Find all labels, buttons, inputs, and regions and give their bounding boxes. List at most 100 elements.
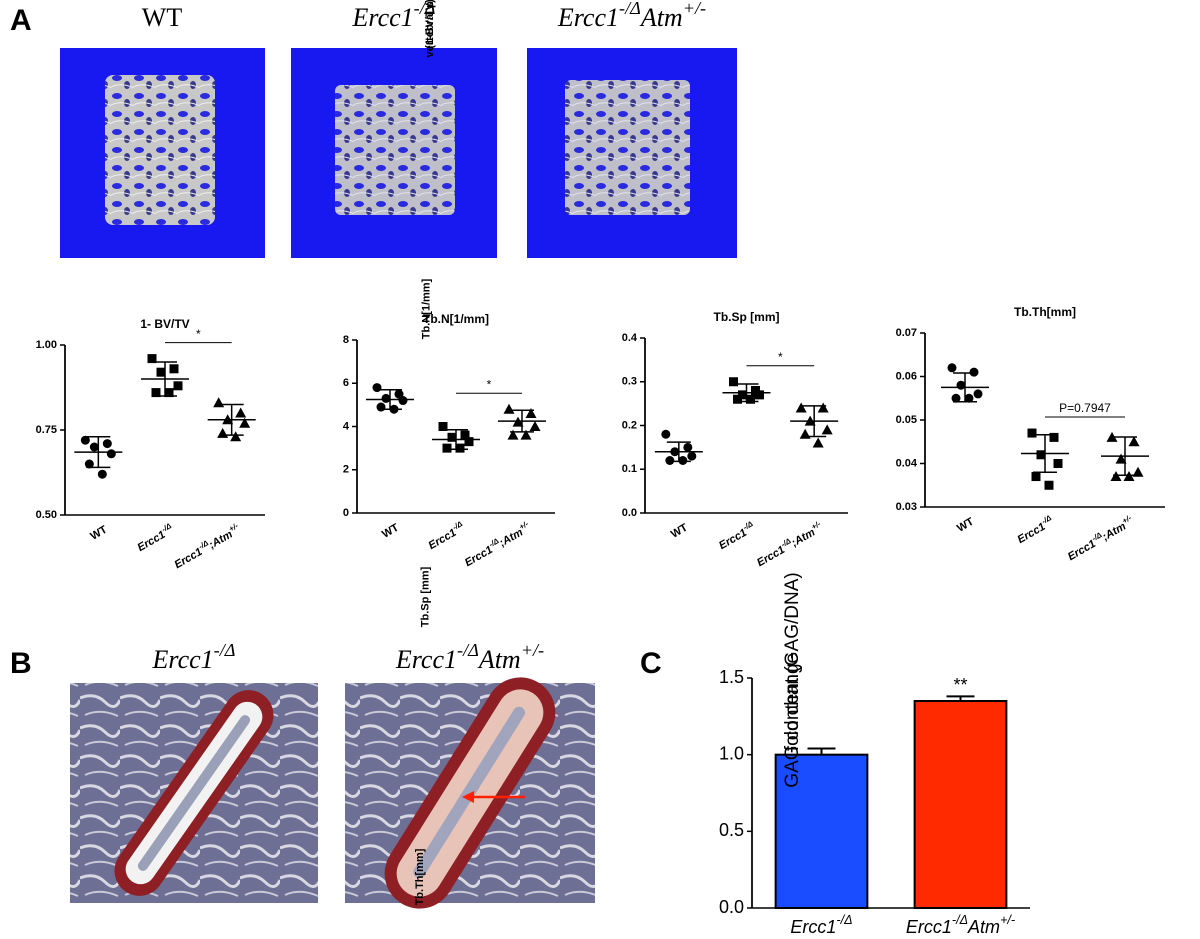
data-point <box>169 364 179 374</box>
data-point <box>503 403 515 414</box>
error-bar <box>953 372 977 403</box>
data-point <box>1031 472 1041 482</box>
y-tick-label: 0.5 <box>719 820 744 840</box>
data-point <box>738 390 747 400</box>
data-point <box>817 402 829 413</box>
data-point <box>235 407 247 418</box>
data-point <box>729 377 738 387</box>
y-tick-label: 0.07 <box>896 327 917 339</box>
error-bar <box>510 409 534 433</box>
data-point <box>525 408 537 419</box>
data-point <box>230 431 242 442</box>
data-point <box>372 383 382 393</box>
y-tick-label: 0.03 <box>896 501 917 513</box>
x-tick-label: Ercc1-/Δ <box>425 519 467 552</box>
x-tick-label: Ercc1-/Δ <box>1014 513 1056 546</box>
x-tick-label: Ercc1-/Δ;Atm+/- <box>753 519 825 570</box>
data-point <box>812 437 824 448</box>
y-tick-label: 0.0 <box>622 507 637 519</box>
bar <box>913 700 1008 909</box>
error-bar <box>219 403 244 436</box>
data-point <box>239 417 251 428</box>
data-point <box>755 390 764 400</box>
data-point <box>1053 459 1063 468</box>
panel-label: C <box>640 647 662 680</box>
error-bar <box>444 428 468 450</box>
data-point <box>455 443 465 453</box>
data-point <box>84 459 94 469</box>
data-point <box>661 429 671 439</box>
y-tick-label: 2 <box>343 464 349 476</box>
chart-title: Tb.Sp [mm] <box>714 310 780 324</box>
data-point <box>799 428 811 439</box>
y-tick-label: 1.5 <box>719 667 744 687</box>
data-point <box>1115 453 1127 464</box>
microct-images <box>60 48 737 258</box>
y-tick-label: 0 <box>343 507 349 519</box>
data-point <box>1027 428 1037 438</box>
data-point <box>746 394 755 404</box>
x-tick-label: Ercc1-/ΔAtm+/- <box>906 913 1015 936</box>
data-point <box>376 402 386 412</box>
histology-images <box>70 677 595 909</box>
x-tick-label: Ercc1-/Δ;Atm+/- <box>461 519 533 570</box>
data-point <box>947 363 957 373</box>
data-point <box>213 397 225 408</box>
data-point <box>156 367 166 377</box>
data-point <box>973 389 983 399</box>
data-point <box>106 449 116 459</box>
data-point <box>147 354 157 364</box>
data-point <box>956 380 966 390</box>
y-axis-label: fold change <box>782 653 803 751</box>
y-tick-label: 4 <box>343 420 350 432</box>
y-axis-label: GAG content (GAG/DNA) <box>782 572 803 787</box>
data-point <box>1106 431 1118 442</box>
y-axis-label: vertebral porosity <box>424 0 436 57</box>
x-tick-label: Ercc1-/Δ;Atm+/- <box>171 521 243 572</box>
y-tick-label: 0.50 <box>36 509 57 521</box>
y-tick-label: 0.0 <box>719 897 744 917</box>
y-tick-label: 6 <box>343 377 349 389</box>
data-point <box>97 469 107 479</box>
error-bar <box>666 441 691 463</box>
data-point <box>1036 450 1046 460</box>
error-bar <box>807 747 836 755</box>
y-tick-label: 8 <box>343 334 349 346</box>
data-point <box>394 389 404 399</box>
data-point <box>164 388 174 398</box>
data-point <box>447 432 457 442</box>
data-point <box>520 429 532 440</box>
data-point <box>665 456 675 465</box>
data-point <box>464 437 474 447</box>
error-bar <box>86 436 111 469</box>
x-tick-label: WT <box>669 522 690 541</box>
data-point <box>1132 466 1144 477</box>
data-point <box>398 396 408 406</box>
data-point <box>795 402 807 413</box>
data-point <box>442 443 452 453</box>
y-tick-label: 0.1 <box>622 463 637 475</box>
data-point <box>1110 471 1122 482</box>
y-tick-label: 0.06 <box>896 370 917 382</box>
chart-title: Tb.Th[mm] <box>1014 305 1076 319</box>
data-point <box>821 424 833 435</box>
data-point <box>381 393 391 403</box>
y-axis-label: (1-BV/TV) <box>424 0 436 49</box>
image-caption: WT <box>142 3 183 32</box>
image-caption: Ercc1-/Δ <box>352 0 436 32</box>
error-bar <box>1113 436 1137 476</box>
comparison-label: P=0.7947 <box>1059 401 1111 415</box>
y-axis-label: Tb.Sp [mm] <box>419 566 431 627</box>
comparison-label: * <box>487 377 492 391</box>
y-axis-label: Tb.N[1/mm] <box>420 278 432 339</box>
data-point <box>529 421 541 431</box>
data-point <box>1123 471 1135 482</box>
bar <box>774 753 869 910</box>
image-caption: Ercc1-/ΔAtm+/- <box>395 640 544 674</box>
panel-label: B <box>10 647 32 680</box>
data-point <box>683 442 693 452</box>
y-axis-label: Tb.Th[mm] <box>414 848 426 905</box>
x-tick-label: WT <box>380 522 401 541</box>
data-point <box>217 427 229 438</box>
